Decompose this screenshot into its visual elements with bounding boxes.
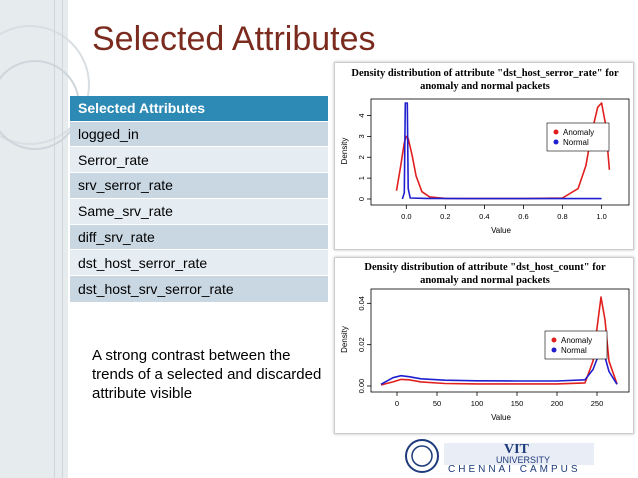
legend-marker bbox=[553, 129, 559, 135]
y-tick-label: 2 bbox=[357, 155, 366, 159]
svg-text:UNIVERSITY: UNIVERSITY bbox=[496, 455, 550, 465]
x-tick-label: 0.2 bbox=[440, 212, 450, 221]
chart-title: Density distribution of attribute "dst_h… bbox=[351, 68, 619, 79]
x-tick-label: 0 bbox=[395, 399, 399, 408]
series-line-normal bbox=[401, 102, 602, 200]
table-row: dst_host_srv_serror_rate bbox=[70, 275, 328, 302]
svg-text:VIT: VIT bbox=[504, 442, 530, 457]
legend-marker bbox=[551, 347, 557, 353]
chart-svg: Density distribution of attribute "dst_h… bbox=[340, 262, 630, 422]
y-tick-label: 0 bbox=[357, 197, 366, 201]
table-header: Selected Attributes bbox=[70, 96, 328, 121]
table-row: logged_in bbox=[70, 120, 328, 147]
decorative-line bbox=[62, 0, 63, 478]
plot-frame bbox=[370, 288, 630, 393]
vit-logo: VIT UNIVERSITY CHENNAI CAMPUS bbox=[405, 439, 594, 475]
density-chart-serror: Density distribution of attribute "dst_h… bbox=[334, 62, 634, 250]
legend-box bbox=[546, 122, 610, 152]
chart-svg: Density distribution of attribute "dst_h… bbox=[340, 68, 630, 235]
x-axis-label: Value bbox=[491, 413, 511, 422]
y-tick-label: 0.00 bbox=[357, 379, 366, 394]
y-tick-label: 0.02 bbox=[357, 337, 366, 352]
svg-text:CHENNAI CAMPUS: CHENNAI CAMPUS bbox=[448, 464, 581, 475]
y-tick-label: 3 bbox=[357, 134, 366, 138]
y-tick-label: 4 bbox=[357, 113, 366, 117]
x-tick-label: 100 bbox=[471, 399, 484, 408]
y-axis-label: Density bbox=[340, 326, 349, 353]
legend-box bbox=[544, 330, 608, 360]
x-tick-label: 50 bbox=[433, 399, 441, 408]
x-tick-label: 0.0 bbox=[401, 212, 411, 221]
x-tick-label: 150 bbox=[511, 399, 524, 408]
x-tick-label: 0.8 bbox=[557, 212, 567, 221]
x-axis-label: Value bbox=[491, 226, 511, 235]
table-row: diff_srv_rate bbox=[70, 223, 328, 250]
table-row: srv_serror_rate bbox=[70, 172, 328, 199]
legend-label: Anomaly bbox=[561, 336, 592, 345]
table-row: Serror_rate bbox=[70, 146, 328, 173]
x-tick-label: 200 bbox=[551, 399, 564, 408]
chart-title: anomaly and normal packets bbox=[420, 275, 550, 286]
plot-frame bbox=[370, 98, 630, 206]
x-tick-label: 0.4 bbox=[479, 212, 489, 221]
legend-marker bbox=[551, 337, 557, 343]
x-tick-label: 0.6 bbox=[518, 212, 528, 221]
legend-label: Normal bbox=[563, 138, 589, 147]
note-text: A strong contrast between the trends of … bbox=[92, 347, 322, 402]
y-axis-label: Density bbox=[340, 138, 349, 165]
y-tick-label: 1 bbox=[357, 176, 366, 180]
legend-label: Normal bbox=[561, 346, 587, 355]
decorative-line bbox=[54, 0, 55, 478]
x-tick-label: 250 bbox=[591, 399, 604, 408]
series-line-anomaly bbox=[380, 296, 618, 386]
chart-title: anomaly and normal packets bbox=[420, 81, 550, 92]
y-tick-label: 0.04 bbox=[357, 296, 366, 311]
density-chart-host-count: Density distribution of attribute "dst_h… bbox=[334, 257, 634, 434]
legend-label: Anomaly bbox=[563, 128, 594, 137]
table-row: dst_host_serror_rate bbox=[70, 249, 328, 276]
decorative-circle bbox=[0, 60, 80, 150]
table-row: Same_srv_rate bbox=[70, 197, 328, 225]
chart-title: Density distribution of attribute "dst_h… bbox=[364, 262, 606, 273]
legend-marker bbox=[553, 139, 559, 145]
x-tick-label: 1.0 bbox=[596, 212, 606, 221]
slide-title: Selected Attributes bbox=[92, 20, 376, 58]
selected-attributes-table: Selected Attributes logged_in Serror_rat… bbox=[70, 96, 328, 302]
